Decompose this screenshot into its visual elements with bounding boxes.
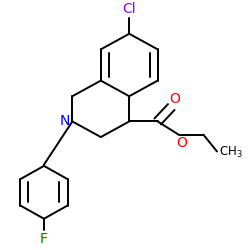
Text: F: F <box>40 232 48 246</box>
Text: O: O <box>176 136 187 150</box>
Text: O: O <box>169 92 180 106</box>
Text: CH$_3$: CH$_3$ <box>220 144 243 160</box>
Text: N: N <box>60 114 70 128</box>
Text: Cl: Cl <box>122 2 136 16</box>
